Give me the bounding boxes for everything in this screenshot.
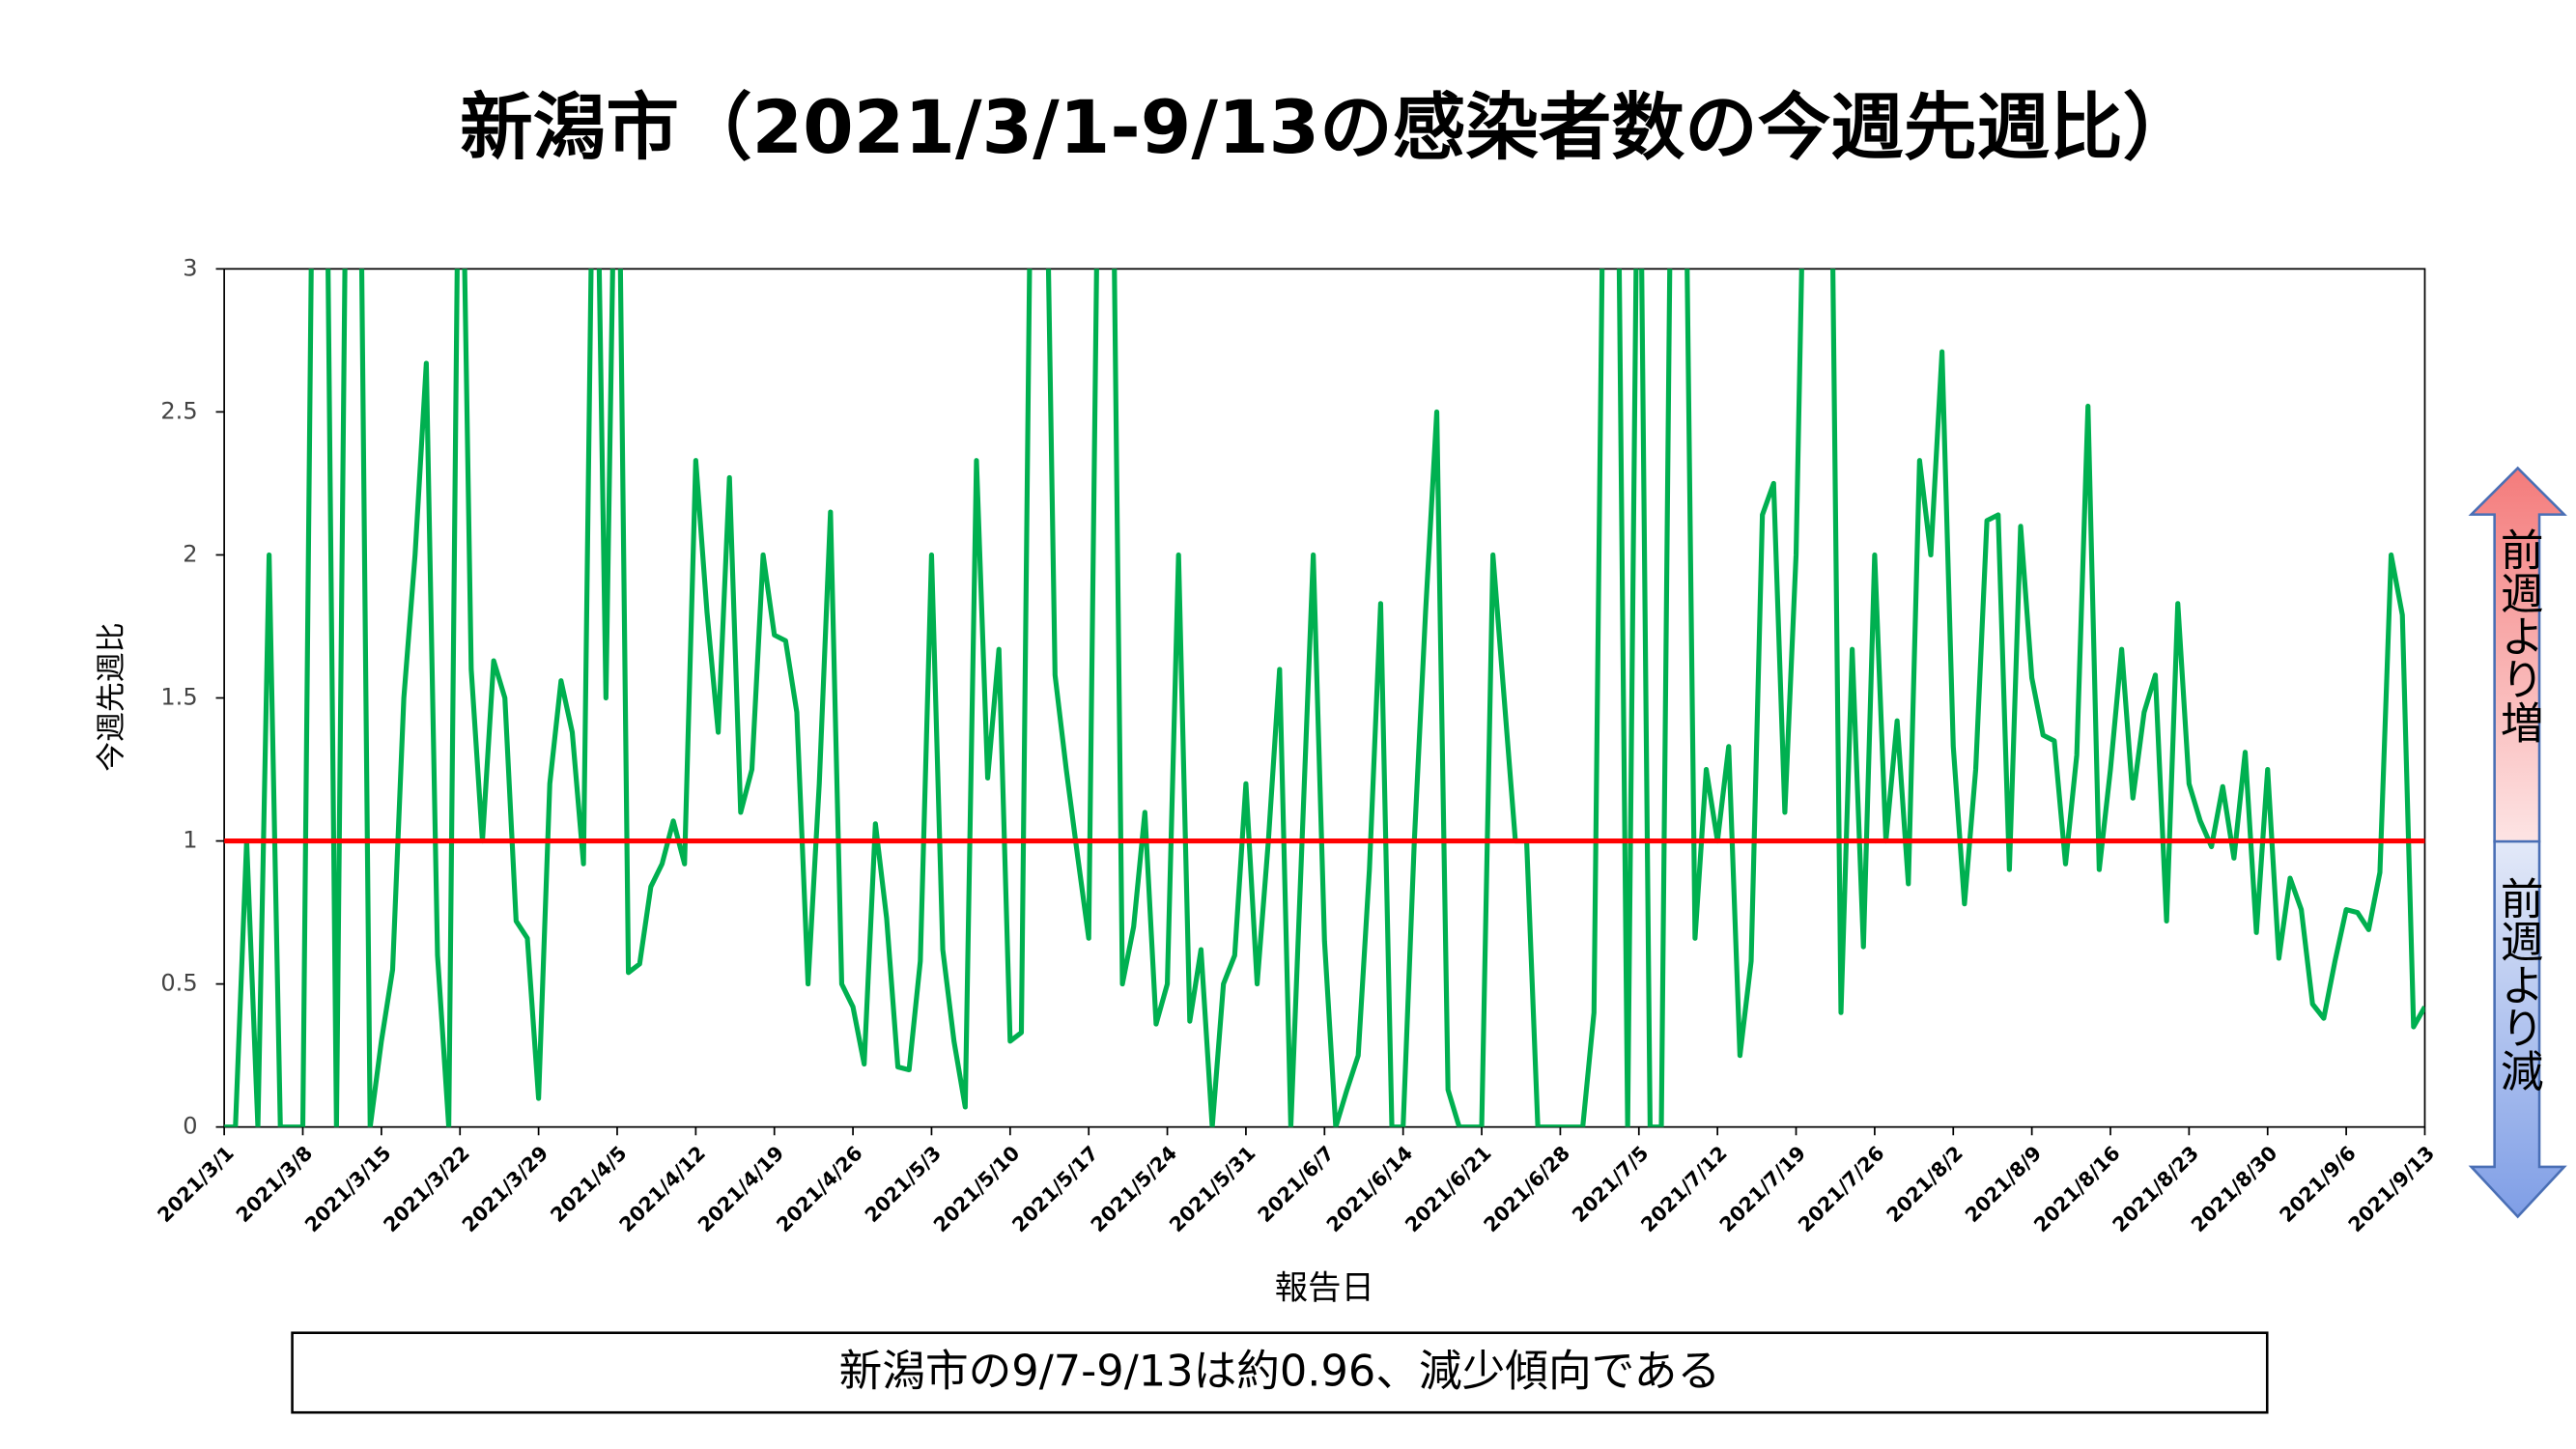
- increase-label: 前週より増: [2493, 527, 2543, 743]
- x-tick-label: 2021/6/7: [1253, 1142, 1338, 1227]
- x-tick-label: 2021/8/9: [1961, 1142, 2046, 1227]
- y-tick-label: 2.5: [160, 397, 197, 424]
- y-tick-label: 3: [183, 254, 197, 281]
- x-tick-label: 2021/8/2: [1882, 1142, 1967, 1227]
- data-line: [224, 269, 2425, 1127]
- y-tick-label: 1: [183, 827, 197, 854]
- x-tick-label: 2021/3/1: [153, 1142, 238, 1227]
- x-tick-label: 2021/4/5: [546, 1142, 631, 1227]
- x-axis-label: 報告日: [1275, 1269, 1374, 1308]
- y-tick-label: 0.5: [160, 970, 197, 997]
- y-tick-label: 1.5: [160, 684, 197, 711]
- plot-area: [224, 269, 2425, 1127]
- y-axis-label: 今週先週比: [95, 622, 129, 772]
- y-tick-label: 2: [183, 540, 197, 567]
- annotation-box: [291, 1331, 2269, 1414]
- x-tick-label: 2021/3/8: [232, 1142, 317, 1227]
- down-arrow: [2468, 839, 2567, 1219]
- annotation: 新潟市の9/7-9/13は約0.96、減少傾向である: [839, 1347, 1720, 1397]
- chart-title: 新潟市（2021/3/1-9/13の感染者数の今週先週比）: [460, 85, 2195, 170]
- trend-arrow: 前週より増 前週より減: [2468, 466, 2567, 1219]
- decrease-label: 前週より減: [2493, 876, 2543, 1092]
- x-tick-label: 2021/7/5: [1568, 1142, 1653, 1227]
- x-tick-label: 2021/5/3: [861, 1142, 946, 1227]
- y-tick-label: 0: [183, 1113, 197, 1140]
- x-tick-label: 2021/9/6: [2275, 1142, 2360, 1227]
